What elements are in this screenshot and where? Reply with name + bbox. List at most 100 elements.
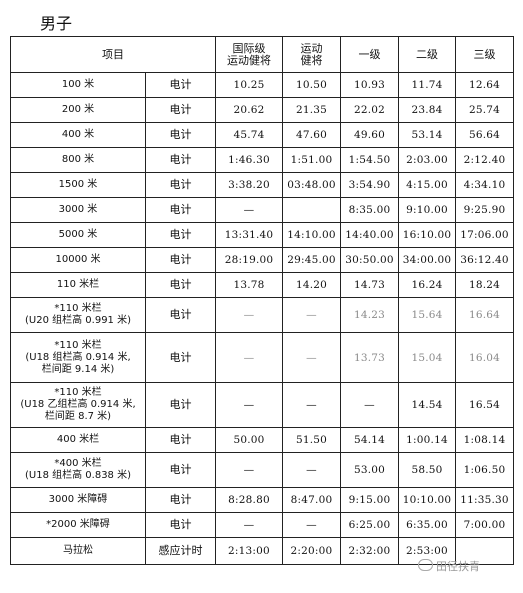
header-row: 项目 国际级 运动健将 运动 健将 一级 二级 三级 [10, 36, 514, 73]
value-cell: 36:12.40 [455, 247, 514, 273]
page-title: 男子 [40, 14, 73, 33]
timing-cell: 电计 [145, 147, 216, 173]
value-cell: 3:38.20 [215, 172, 283, 198]
value-cell: — [215, 512, 283, 538]
value-cell [282, 197, 341, 223]
value-cell: 15.64 [398, 297, 456, 333]
value-cell: 13.73 [340, 332, 399, 383]
timing-cell: 电计 [145, 512, 216, 538]
value-cell: 23.84 [398, 97, 456, 123]
value-cell: 2:20:00 [282, 537, 341, 565]
value-cell: 17:06.00 [455, 222, 514, 248]
event-line: *110 米栏 [54, 387, 102, 398]
timing-cell: 电计 [145, 297, 216, 333]
table-row: *110 米栏 (U20 组栏高 0.991 米) 电计 — —14.23 15.64 16… [10, 297, 514, 333]
value-cell: 10:10.00 [398, 487, 456, 513]
table-row: 400 米栏 电计 50.00 51.50 54.14 1:00.14 1:08.14 [10, 427, 514, 453]
value-cell: 14.54 [398, 382, 456, 428]
value-cell: 50.00 [215, 427, 283, 453]
value-cell [455, 537, 514, 565]
event-line: *110 米栏 [54, 339, 102, 351]
value-cell: 25.74 [455, 97, 514, 123]
value-cell: 1:46.30 [215, 147, 283, 173]
table-row: 1500 米 电计 3:38.20 03:48.00 3:54.90 4:15.00 4:3… [10, 172, 514, 198]
timing-cell: 电计 [145, 427, 216, 453]
event-cell: 800 米 [10, 147, 146, 173]
event-cell: *400 米栏 (U18 组栏高 0.838 米) [10, 452, 146, 488]
event-line: 200 米 [61, 104, 95, 115]
value-cell: 4:34.10 [455, 172, 514, 198]
value-cell: 49.60 [340, 122, 399, 148]
table-row: *400 米栏 (U18 组栏高 0.838 米) 电计 — —53.00 58.50 1:… [10, 452, 514, 488]
header-master: 运动 健将 [282, 36, 341, 73]
timing-cell: 电计 [145, 382, 216, 428]
table-row: 5000 米 电计 13:31.40 14:10.00 14:40.00 16:10.00… [10, 222, 514, 248]
value-cell: 16.64 [455, 297, 514, 333]
value-cell: 14:40.00 [340, 222, 399, 248]
event-line: 800 米 [61, 154, 95, 165]
event-cell: 5000 米 [10, 222, 146, 248]
event-cell: 3000 米障碍 [10, 487, 146, 513]
table-row: 马拉松 感应计时 2:13:00 2:20:00 2:32:00 2:53:00 [10, 537, 514, 565]
timing-cell: 电计 [145, 452, 216, 488]
value-cell: 14.23 [340, 297, 399, 333]
header-second: 二级 [398, 36, 456, 73]
value-cell: 22.02 [340, 97, 399, 123]
header-intl-line2: 运动健将 [227, 53, 271, 67]
event-line: 马拉松 [63, 545, 93, 556]
table-row: 3000 米障碍 电计 8:28.80 8:47.00 9:15.00 10:10.00 1… [10, 487, 514, 513]
value-cell: 8:47.00 [282, 487, 341, 513]
table-row: 200 米 电计 20.62 21.35 22.02 23.84 25.74 [10, 97, 514, 123]
table-row: 110 米栏 电计 13.78 14.20 14.73 16.24 18.24 [10, 272, 514, 298]
value-cell: 10.25 [215, 72, 283, 98]
value-cell: 1:00.14 [398, 427, 456, 453]
wechat-icon [418, 559, 433, 571]
event-cell: 马拉松 [10, 537, 146, 565]
watermark-text: 田径扶青 [436, 560, 480, 573]
value-cell: 16.24 [398, 272, 456, 298]
table-row: 10000 米 电计 28:19.00 29:45.00 30:50.00 34:00.0… [10, 247, 514, 273]
table-row: 3000 米 电计 — 8:35.00 9:10.00 9:25.90 [10, 197, 514, 223]
value-cell: 15.04 [398, 332, 456, 383]
value-cell: 10.93 [340, 72, 399, 98]
event-cell: 10000 米 [10, 247, 146, 273]
value-cell: — [282, 382, 341, 428]
event-cell: 110 米栏 [10, 272, 146, 298]
value-cell: 2:03.00 [398, 147, 456, 173]
value-cell: 6:25.00 [340, 512, 399, 538]
value-cell: — [282, 452, 341, 488]
header-intl-master: 国际级 运动健将 [215, 36, 283, 73]
timing-cell: 电计 [145, 487, 216, 513]
table-row: *2000 米障碍 电计 — —6:25.00 6:35.00 7:00.00 [10, 512, 514, 538]
event-line: (U18 组栏高 0.838 米) [24, 470, 131, 481]
value-cell: 53.14 [398, 122, 456, 148]
value-cell: — [215, 382, 283, 428]
value-cell: 10.50 [282, 72, 341, 98]
event-cell: 200 米 [10, 97, 146, 123]
value-cell: 16.04 [455, 332, 514, 383]
header-master-line2: 健将 [300, 53, 323, 67]
header-intl-line1: 国际级 [232, 41, 266, 55]
event-line: 栏间距 9.14 米) [41, 363, 115, 375]
value-cell: — [340, 382, 399, 428]
value-cell: 03:48.00 [282, 172, 341, 198]
value-cell: 11:35.30 [455, 487, 514, 513]
event-cell: *110 米栏 (U18 组栏高 0.914 米, 栏间距 9.14 米) [10, 332, 146, 383]
timing-cell: 感应计时 [145, 537, 216, 565]
table-row: 100 米 电计 10.25 10.50 10.93 11.74 12.64 [10, 72, 514, 98]
event-line: 400 米栏 [56, 434, 100, 445]
value-cell: — [282, 297, 341, 333]
value-cell: — [215, 297, 283, 333]
value-cell: 14:10.00 [282, 222, 341, 248]
value-cell: 29:45.00 [282, 247, 341, 273]
event-cell: 100 米 [10, 72, 146, 98]
event-line: 3000 米 [58, 204, 98, 215]
table-row: *110 米栏 (U18 乙组栏高 0.914 米, 栏间距 8.7 米) 电计 — — —… [10, 382, 514, 428]
value-cell: 1:51.00 [282, 147, 341, 173]
value-cell: 12.64 [455, 72, 514, 98]
event-line: (U20 组栏高 0.991 米) [24, 315, 131, 326]
timing-cell: 电计 [145, 222, 216, 248]
value-cell: 1:54.50 [340, 147, 399, 173]
event-cell: 1500 米 [10, 172, 146, 198]
value-cell: 3:54.90 [340, 172, 399, 198]
